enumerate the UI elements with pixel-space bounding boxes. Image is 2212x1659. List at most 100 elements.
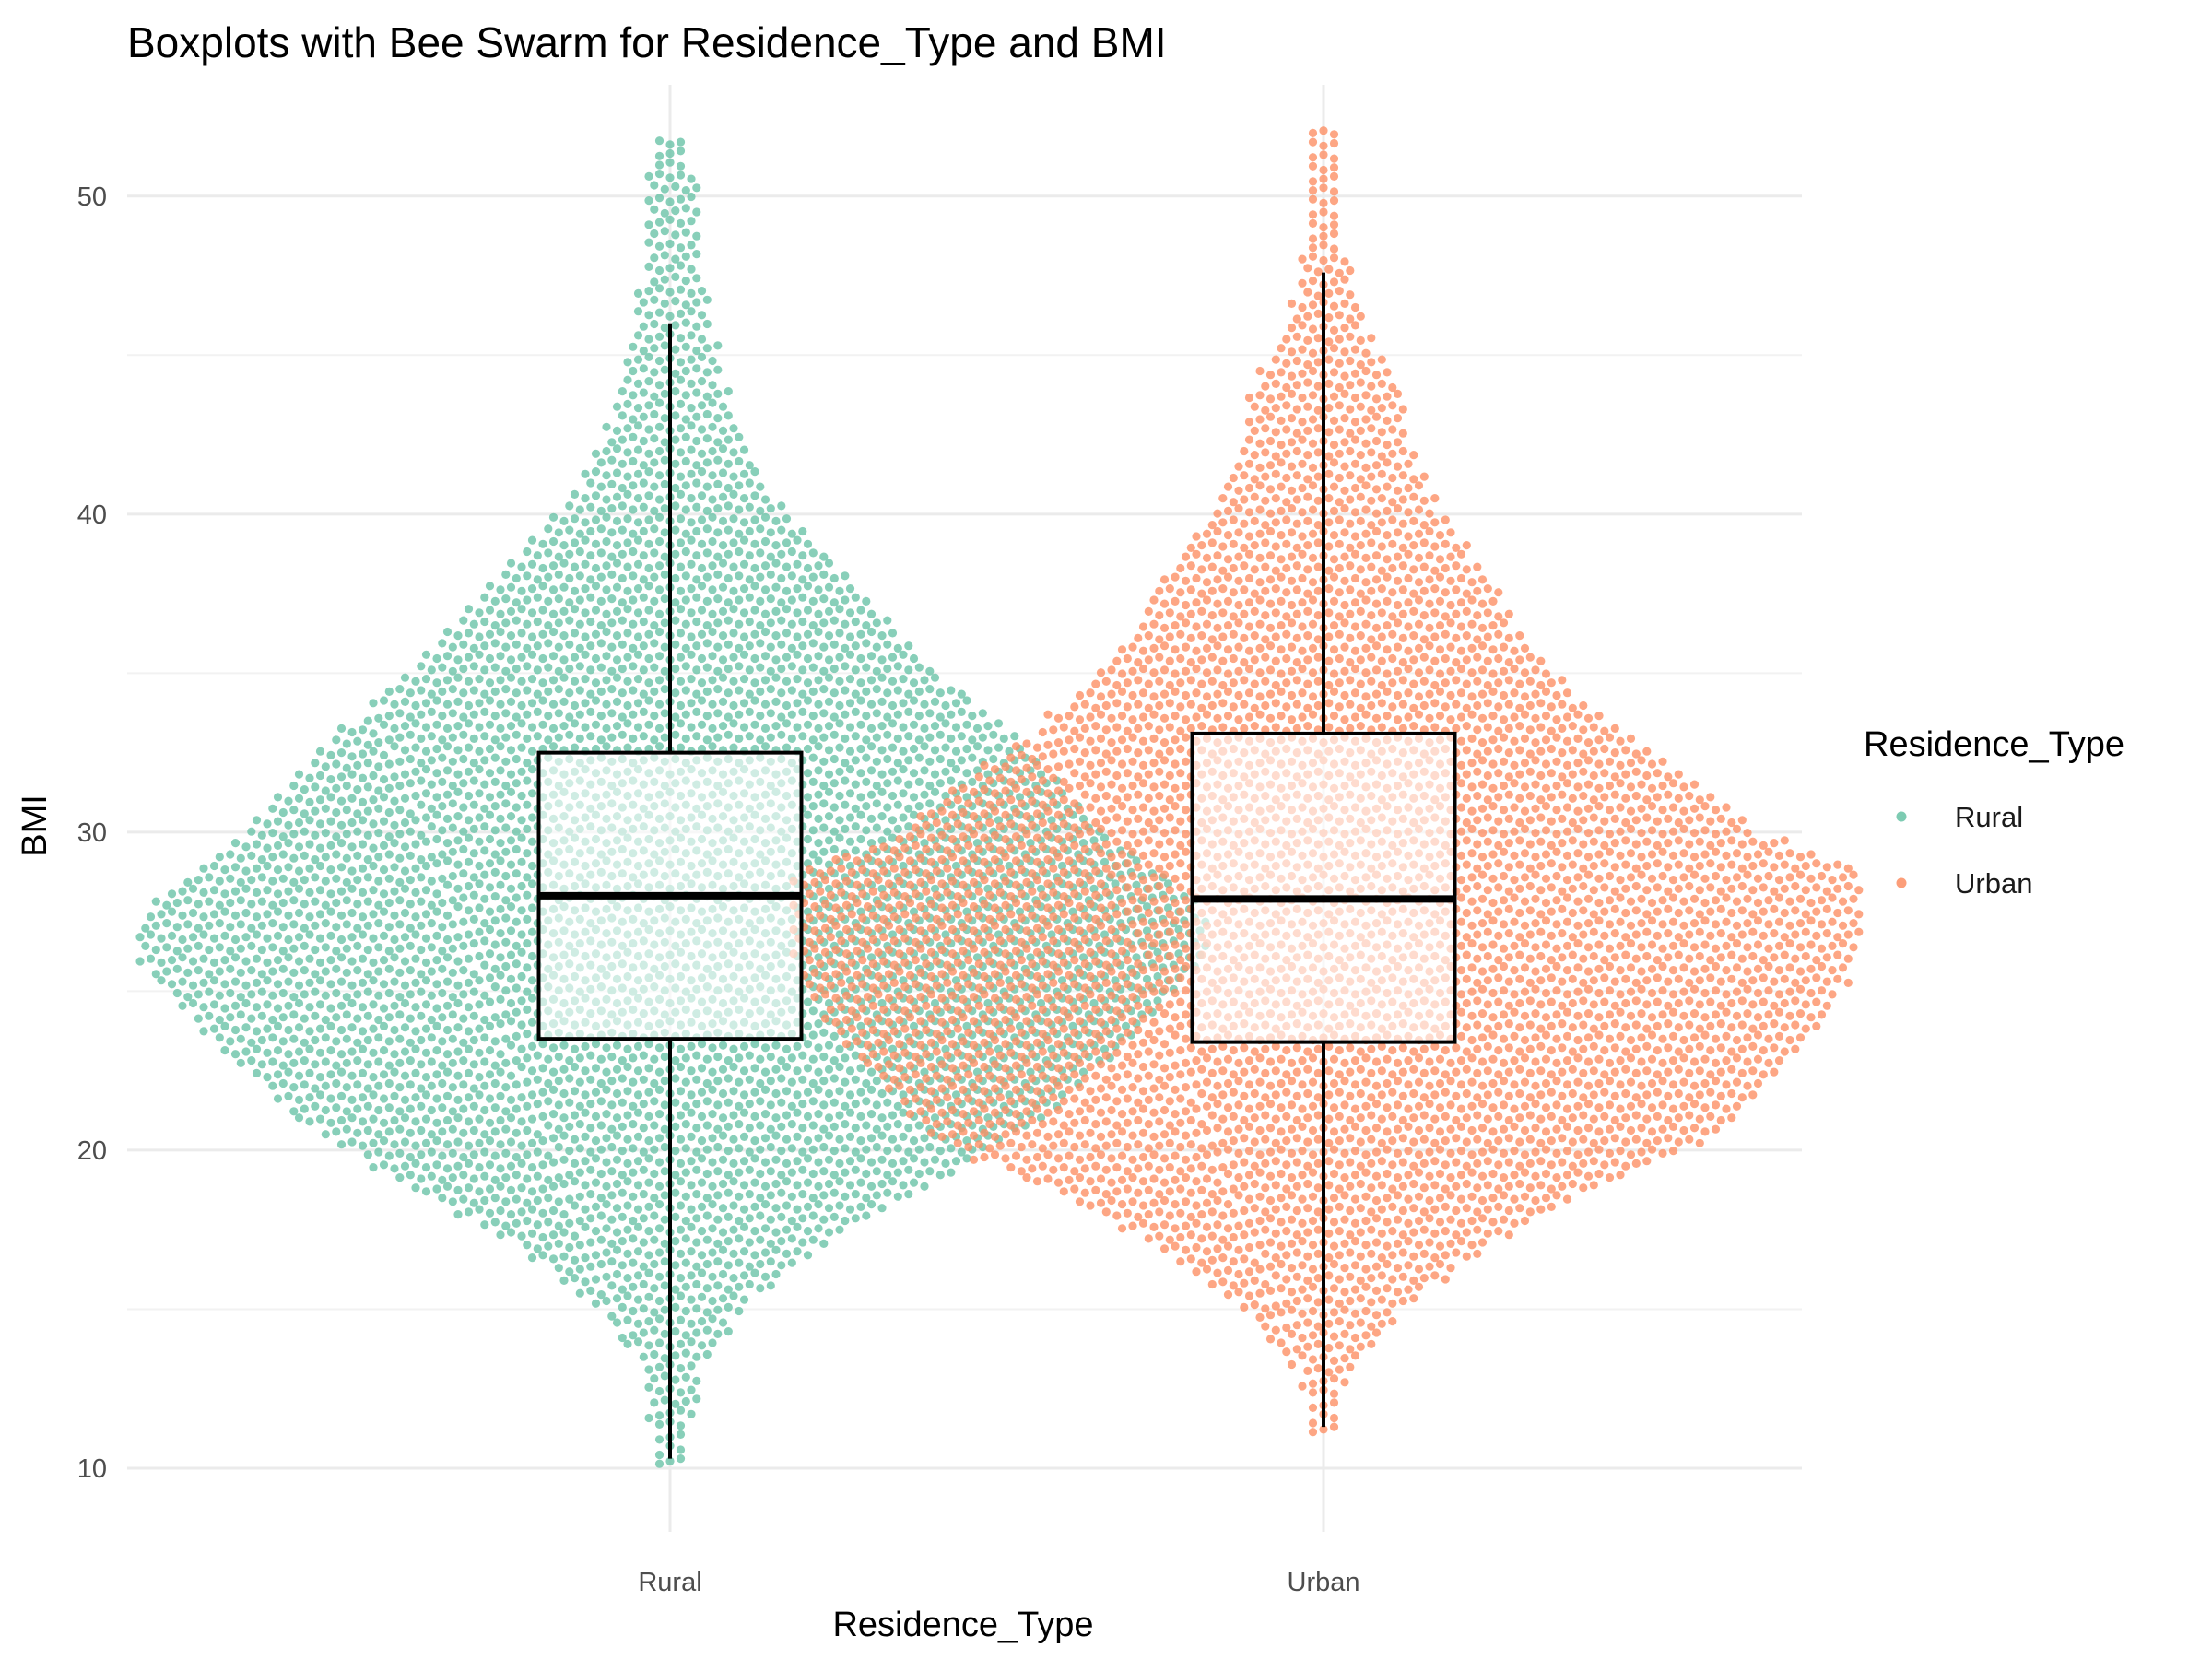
swarm-point-rural (633, 288, 643, 298)
swarm-point-rural (1005, 747, 1014, 756)
swarm-point-rural (512, 1218, 521, 1228)
swarm-point-rural (257, 830, 266, 840)
swarm-point-rural (687, 445, 696, 454)
swarm-point-rural (644, 678, 653, 688)
swarm-point-rural (724, 387, 733, 396)
swarm-point-rural (708, 652, 717, 661)
swarm-point-rural (793, 1157, 802, 1166)
swarm-point-rural (612, 1294, 622, 1303)
swarm-point-rural (559, 516, 569, 526)
swarm-point-rural (544, 1194, 553, 1203)
swarm-point-rural (506, 1095, 516, 1104)
swarm-point-rural (866, 1158, 877, 1167)
swarm-point-rural (442, 880, 453, 889)
swarm-point-rural (151, 921, 160, 930)
swarm-point-rural (1142, 974, 1152, 983)
swarm-point-rural (432, 653, 441, 664)
swarm-point-urban (1350, 1261, 1360, 1270)
swarm-point-rural (326, 889, 335, 899)
swarm-point-rural (735, 1234, 744, 1243)
swarm-point-rural (702, 1259, 712, 1269)
swarm-point-rural (697, 515, 707, 524)
swarm-point-rural (660, 709, 669, 718)
swarm-point-rural (517, 1062, 526, 1072)
swarm-point-urban (1261, 1279, 1270, 1289)
swarm-point-rural (417, 710, 426, 719)
swarm-point-rural (506, 836, 516, 845)
swarm-point-rural (607, 1142, 617, 1152)
swarm-point-rural (676, 514, 686, 524)
swarm-point-rural (739, 1222, 749, 1231)
swarm-point-rural (453, 1185, 463, 1194)
swarm-point-rural (941, 1159, 950, 1168)
swarm-point-urban (1367, 1274, 1376, 1283)
swarm-point-rural (417, 662, 426, 671)
swarm-point-rural (278, 947, 288, 956)
swarm-point-rural (787, 734, 796, 744)
swarm-point-rural (336, 1001, 347, 1010)
swarm-point-urban (1430, 1271, 1440, 1280)
swarm-point-rural (527, 650, 537, 659)
swarm-point-rural (798, 1147, 807, 1157)
swarm-point-urban (1277, 1218, 1286, 1227)
swarm-point-rural (459, 1104, 468, 1113)
swarm-point-rural (909, 744, 919, 754)
swarm-point-rural (523, 595, 532, 605)
swarm-point-rural (374, 967, 383, 976)
swarm-point-rural (596, 524, 606, 534)
swarm-point-urban (1388, 1299, 1397, 1308)
swarm-point-rural (406, 900, 415, 909)
swarm-point-rural (777, 712, 786, 722)
swarm-point-rural (485, 582, 495, 591)
swarm-point-rural (830, 712, 839, 722)
swarm-point-rural (735, 481, 744, 490)
swarm-point-rural (708, 356, 717, 366)
swarm-point-rural (681, 391, 690, 400)
swarm-point-rural (284, 1067, 293, 1077)
swarm-point-rural (841, 759, 850, 768)
swarm-point-rural (209, 976, 219, 985)
swarm-point-rural (527, 1138, 537, 1147)
swarm-point-rural (273, 793, 283, 802)
swarm-point-rural (517, 816, 526, 825)
swarm-point-urban (1308, 1428, 1318, 1437)
swarm-point-rural (639, 364, 648, 373)
swarm-point-rural (639, 526, 648, 536)
swarm-point-rural (760, 724, 771, 734)
swarm-point-rural (803, 1136, 813, 1146)
swarm-point-rural (315, 819, 325, 829)
swarm-point-rural (294, 908, 304, 918)
swarm-point-rural (284, 953, 293, 962)
swarm-point-rural (501, 1083, 511, 1092)
swarm-point-rural (835, 1111, 844, 1120)
swarm-point-urban (1313, 1364, 1323, 1373)
swarm-point-urban (1319, 1425, 1328, 1434)
swarm-point-rural (485, 1021, 495, 1030)
swarm-point-rural (459, 966, 468, 975)
swarm-point-rural (771, 1131, 781, 1140)
swarm-point-rural (750, 606, 759, 615)
swarm-point-rural (490, 1151, 500, 1160)
swarm-point-rural (787, 1216, 796, 1226)
swarm-point-rural (321, 1081, 330, 1090)
swarm-point-rural (538, 678, 547, 688)
swarm-point-rural (305, 1117, 314, 1126)
swarm-point-urban (1419, 1225, 1429, 1234)
swarm-point-rural (814, 1085, 823, 1094)
swarm-point-urban (1298, 1382, 1307, 1391)
swarm-point-rural (294, 998, 304, 1008)
swarm-point-rural (665, 1456, 675, 1465)
swarm-point-rural (681, 529, 690, 538)
swarm-point-urban (1292, 1321, 1301, 1330)
swarm-point-rural (512, 730, 521, 739)
swarm-point-rural (899, 650, 908, 659)
swarm-point-rural (851, 665, 860, 675)
swarm-point-rural (575, 619, 584, 629)
swarm-point-rural (692, 551, 701, 560)
swarm-point-rural (708, 446, 717, 456)
swarm-point-rural (835, 700, 844, 711)
swarm-point-rural (654, 1182, 665, 1191)
swarm-point-rural (220, 865, 229, 875)
swarm-point-urban (1367, 1322, 1376, 1331)
swarm-point-rural (591, 563, 601, 573)
